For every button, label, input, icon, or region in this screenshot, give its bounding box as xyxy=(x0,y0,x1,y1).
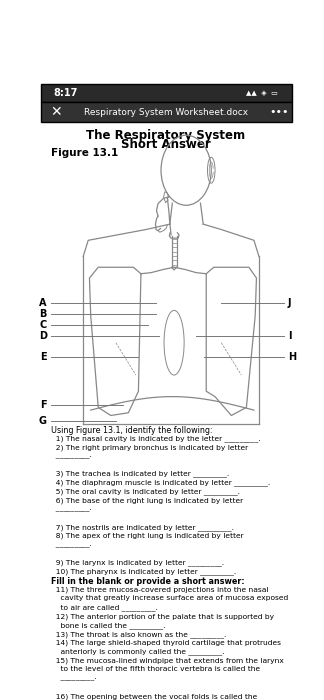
Text: to air are called _________.: to air are called _________. xyxy=(51,604,157,611)
FancyBboxPatch shape xyxy=(40,102,292,122)
Text: 6) The base of the right lung is indicated by letter: 6) The base of the right lung is indicat… xyxy=(51,498,243,504)
Text: •••: ••• xyxy=(269,107,289,117)
Text: G: G xyxy=(39,416,47,426)
Text: cavity that greatly increase surface area of mucosa exposed: cavity that greatly increase surface are… xyxy=(51,595,288,601)
Text: 2) The right primary bronchus is indicated by letter: 2) The right primary bronchus is indicat… xyxy=(51,444,248,451)
Text: 10) The pharynx is indicated by letter _________.: 10) The pharynx is indicated by letter _… xyxy=(51,568,236,575)
Text: D: D xyxy=(39,330,47,341)
Text: Respiratory System Worksheet.docx: Respiratory System Worksheet.docx xyxy=(84,108,248,116)
Text: A: A xyxy=(39,298,47,309)
Text: 5) The oral cavity is indicated by letter _________.: 5) The oral cavity is indicated by lette… xyxy=(51,489,239,496)
Text: 14) The large shield-shaped thyroid cartilage that protrudes: 14) The large shield-shaped thyroid cart… xyxy=(51,640,281,646)
Text: Using Figure 13.1, identify the following:: Using Figure 13.1, identify the followin… xyxy=(51,426,212,435)
Text: B: B xyxy=(40,309,47,319)
Text: F: F xyxy=(40,400,47,410)
Text: anteriorly is commonly called the _________.: anteriorly is commonly called the ______… xyxy=(51,649,224,655)
Text: 3) The trachea is indicated by letter _________.: 3) The trachea is indicated by letter __… xyxy=(51,470,229,477)
Text: to the level of the fifth thoracic vertebra is called the: to the level of the fifth thoracic verte… xyxy=(51,666,260,673)
Text: 8) The apex of the right lung is indicated by letter: 8) The apex of the right lung is indicat… xyxy=(51,533,243,540)
Text: ▲▲  ◈  ▭: ▲▲ ◈ ▭ xyxy=(246,90,278,96)
Text: ✕: ✕ xyxy=(51,105,62,119)
Text: 8:17: 8:17 xyxy=(53,88,77,98)
Text: 13) The throat is also known as the _________.: 13) The throat is also known as the ____… xyxy=(51,631,226,638)
Text: Fill in the blank or provide a short answer:: Fill in the blank or provide a short ans… xyxy=(51,578,244,587)
Text: E: E xyxy=(40,352,47,363)
Text: 7) The nostrils are indicated by letter _________.: 7) The nostrils are indicated by letter … xyxy=(51,524,234,531)
Text: 1) The nasal cavity is indicated by the letter _________.: 1) The nasal cavity is indicated by the … xyxy=(51,435,260,442)
Text: bone is called the _________.: bone is called the _________. xyxy=(51,622,165,629)
Text: 4) The diaphragm muscle is indicated by letter _________.: 4) The diaphragm muscle is indicated by … xyxy=(51,480,270,486)
Text: _________.: _________. xyxy=(51,542,91,548)
Text: Figure 13.1: Figure 13.1 xyxy=(51,148,118,158)
FancyBboxPatch shape xyxy=(40,84,292,102)
Text: I: I xyxy=(288,330,291,341)
Text: _________.: _________. xyxy=(51,453,91,459)
Text: 15) The mucosa-lined windpipe that extends from the larynx: 15) The mucosa-lined windpipe that exten… xyxy=(51,657,284,664)
Text: _________.: _________. xyxy=(51,676,96,681)
Text: Short Answer: Short Answer xyxy=(121,139,211,151)
Text: C: C xyxy=(40,320,47,330)
Text: J: J xyxy=(288,298,291,309)
Text: 11) The three mucosa-covered projections into the nasal: 11) The three mucosa-covered projections… xyxy=(51,587,268,593)
Text: The Respiratory System: The Respiratory System xyxy=(87,130,246,142)
Text: 9) The larynx is indicated by letter _________.: 9) The larynx is indicated by letter ___… xyxy=(51,560,224,566)
Text: _________.: _________. xyxy=(51,506,91,512)
Text: 12) The anterior portion of the palate that is supported by: 12) The anterior portion of the palate t… xyxy=(51,613,274,620)
Text: H: H xyxy=(288,352,296,363)
Text: 16) The opening between the vocal folds is called the: 16) The opening between the vocal folds … xyxy=(51,693,257,699)
